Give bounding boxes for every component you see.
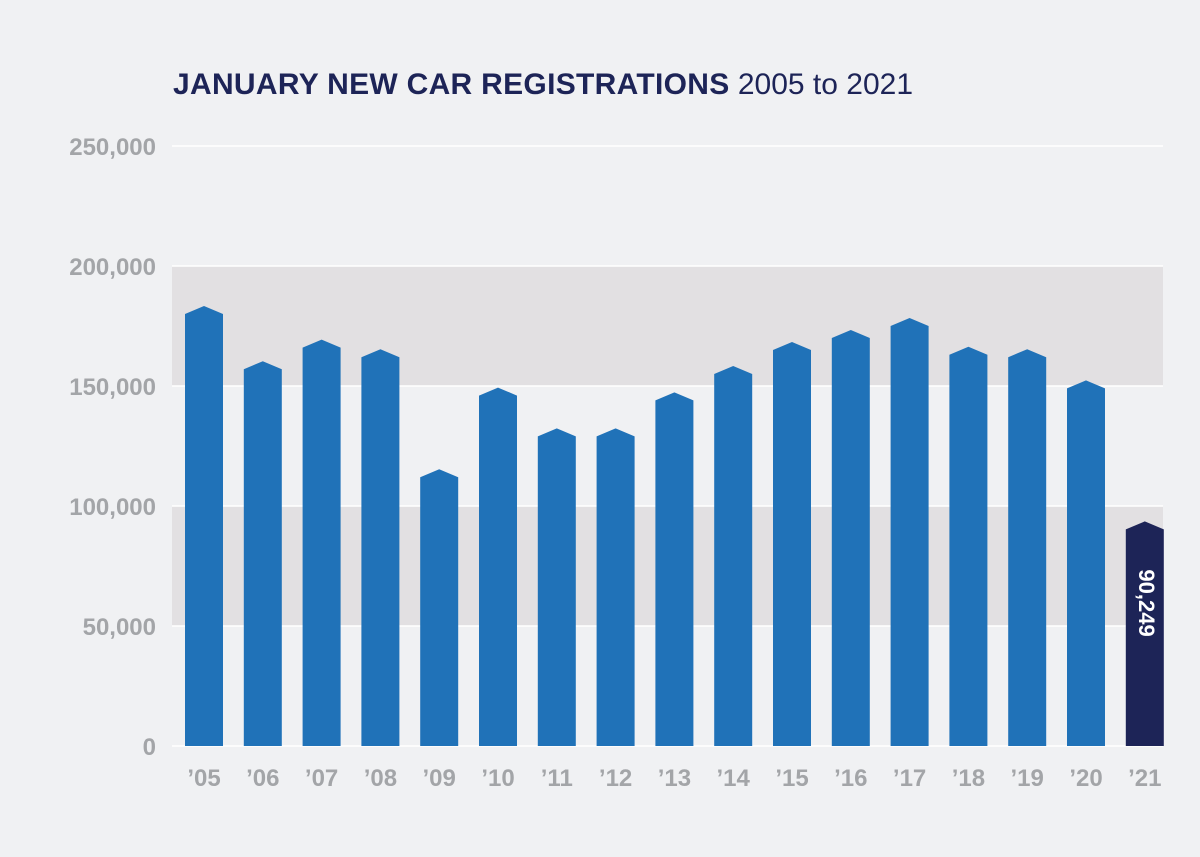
bar (479, 387, 517, 746)
bar (420, 469, 459, 746)
bar (949, 346, 988, 746)
bar (773, 342, 811, 746)
x-tick-label: ’06 (246, 765, 279, 792)
x-tick-label: ’10 (481, 765, 514, 792)
bar (1067, 380, 1105, 746)
bar (361, 349, 400, 746)
x-tick-label: ’07 (305, 765, 338, 792)
x-tick-label: ’17 (893, 765, 926, 792)
y-tick-label: 200,000 (69, 254, 156, 281)
bar (596, 428, 635, 746)
x-tick-label: ’18 (952, 765, 985, 792)
x-tick-label: ’05 (187, 765, 220, 792)
x-tick-label: ’16 (834, 765, 867, 792)
x-tick-label: ’11 (541, 765, 573, 792)
y-tick-label: 150,000 (69, 374, 156, 401)
bar (655, 392, 694, 746)
bar (302, 339, 341, 746)
bar (1008, 349, 1047, 746)
chart-title-main: JANUARY NEW CAR REGISTRATIONS (173, 68, 730, 101)
x-tick-label: ’19 (1011, 765, 1044, 792)
y-tick-label: 250,000 (69, 134, 156, 161)
bar (1125, 521, 1164, 746)
x-tick-label: ’12 (599, 765, 632, 792)
y-tick-label: 50,000 (83, 614, 156, 641)
x-tick-label: ’21 (1128, 765, 1161, 792)
x-tick-label: ’13 (658, 765, 691, 792)
x-tick-label: ’14 (717, 765, 751, 792)
y-tick-label: 0 (143, 734, 156, 761)
bar (831, 330, 870, 746)
x-tick-label: ’09 (423, 765, 456, 792)
data-label: 90,249 (1134, 569, 1159, 636)
bar (243, 361, 282, 746)
bar (890, 318, 929, 746)
bar (185, 306, 223, 746)
chart-title: JANUARY NEW CAR REGISTRATIONS 2005 to 20… (173, 68, 913, 102)
bar (714, 366, 753, 746)
y-tick-label: 100,000 (69, 494, 156, 521)
x-tick-label: ’15 (775, 765, 808, 792)
x-tick-label: ’08 (364, 765, 397, 792)
x-tick-label: ’20 (1069, 765, 1102, 792)
chart-title-range: 2005 to 2021 (737, 68, 914, 101)
bar (537, 428, 576, 746)
